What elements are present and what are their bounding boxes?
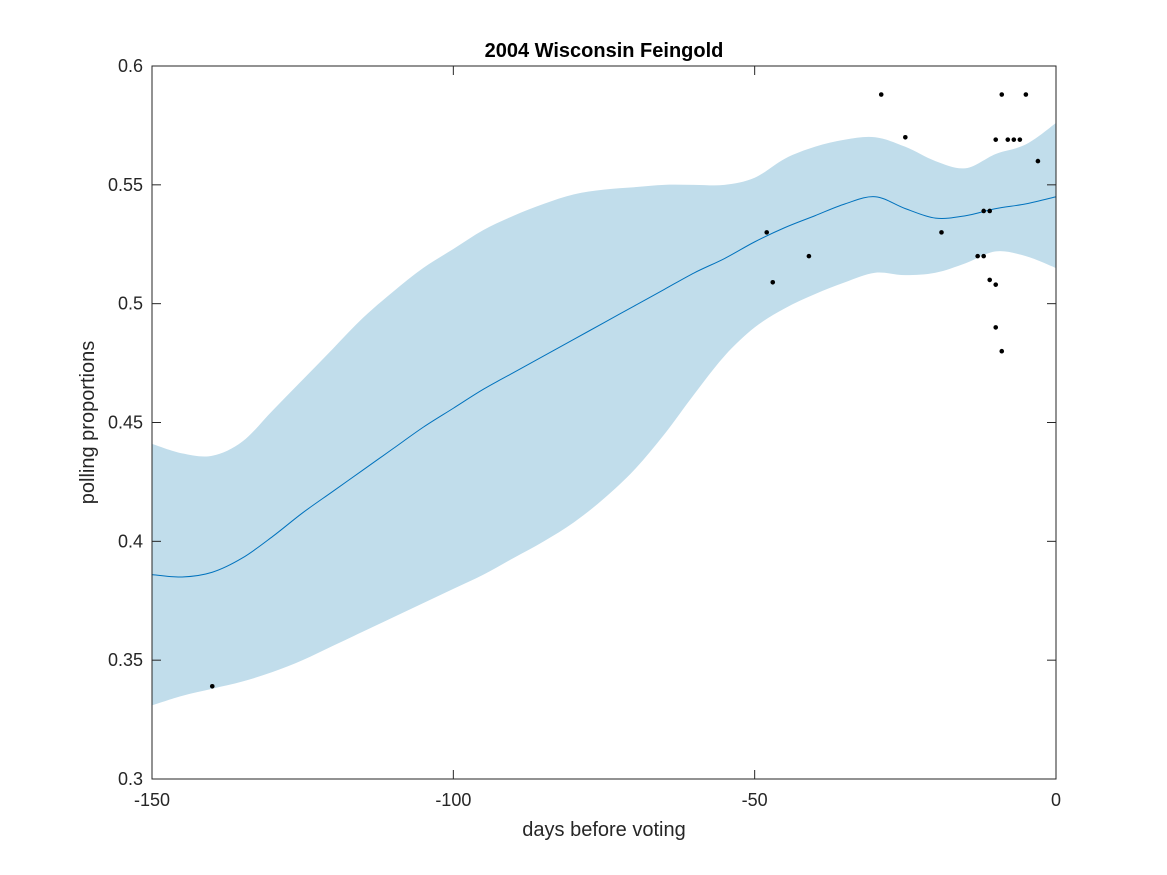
y-tick-label: 0.55 bbox=[108, 175, 143, 195]
poll-point bbox=[975, 253, 980, 259]
confidence-band-layer bbox=[152, 123, 1056, 706]
poll-point bbox=[993, 137, 999, 142]
poll-point bbox=[764, 230, 770, 235]
poll-point bbox=[981, 253, 986, 259]
poll-point bbox=[987, 208, 993, 214]
x-tick-label: -150 bbox=[134, 790, 170, 810]
y-tick-label: 0.6 bbox=[118, 56, 143, 76]
mean-trend-line bbox=[151, 196, 1057, 578]
chart-title: 2004 Wisconsin Feingold bbox=[485, 40, 724, 62]
poll-points-layer bbox=[209, 92, 1041, 689]
y-tick-label: 0.3 bbox=[118, 769, 143, 789]
y-tick-label: 0.4 bbox=[118, 531, 143, 551]
poll-point bbox=[981, 208, 986, 214]
x-axis-label: days before voting bbox=[522, 819, 685, 841]
poll-point bbox=[1035, 158, 1041, 164]
confidence-band bbox=[152, 123, 1056, 706]
poll-point bbox=[209, 684, 215, 689]
poll-point bbox=[1011, 137, 1017, 142]
y-axis-label: polling proportions bbox=[77, 341, 99, 504]
poll-point bbox=[1017, 137, 1023, 142]
y-tick-label: 0.35 bbox=[108, 650, 143, 670]
poll-point bbox=[939, 230, 944, 235]
y-tick-label: 0.5 bbox=[118, 294, 143, 314]
poll-point bbox=[999, 92, 1005, 97]
x-tick-label: -100 bbox=[435, 790, 471, 810]
poll-point bbox=[1005, 137, 1011, 142]
poll-point bbox=[903, 135, 908, 140]
x-tick-label: 0 bbox=[1051, 790, 1061, 810]
axis-ticks: -150 -100 -50 0 0.3 0.35 0.4 0.45 0.5 0.55 0.6 bbox=[108, 56, 1061, 810]
poll-point bbox=[878, 92, 884, 97]
poll-point bbox=[1023, 92, 1029, 97]
mean-line-layer bbox=[151, 196, 1057, 578]
poll-point bbox=[770, 279, 776, 285]
poll-point bbox=[993, 325, 999, 330]
poll-point bbox=[987, 277, 993, 283]
poll-point bbox=[806, 253, 812, 259]
y-tick-label: 0.45 bbox=[108, 413, 143, 433]
poll-point bbox=[999, 348, 1005, 354]
poll-point bbox=[993, 282, 999, 287]
x-tick-label: -50 bbox=[742, 790, 768, 810]
